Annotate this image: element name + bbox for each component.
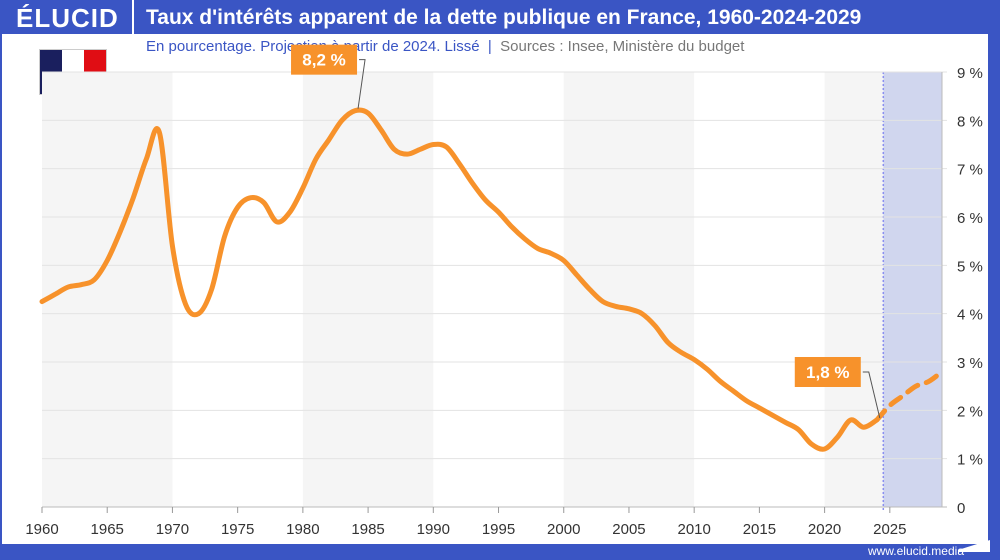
sources: Sources : Insee, Ministère du budget [500,38,745,55]
y-tick-label: 4 % [957,307,983,324]
x-tick-label: 1980 [286,521,319,538]
annotation-box [794,357,861,387]
x-tick-label: 2020 [808,521,841,538]
y-tick-label: 1 % [957,452,983,469]
x-tick-label: 2005 [612,521,645,538]
y-tick-label: 3 % [957,355,983,372]
decade-band [302,72,434,507]
x-tick-label: 1970 [156,521,189,538]
chart-title: Taux d'intérêts apparent de la dette pub… [146,6,862,29]
y-tick-label: 9 % [957,65,983,82]
annotation-label: 8,2 % [302,51,345,70]
x-tick-label: 2015 [743,521,776,538]
x-tick-label: 2025 [873,521,906,538]
x-tick-label: 1975 [221,521,254,538]
x-tick-label: 2010 [677,521,710,538]
y-tick-label: 0 [957,500,965,517]
projection-band [883,72,942,507]
annotation-box [291,44,358,75]
x-tick-label: 1960 [25,521,58,538]
annotation-leader [357,59,366,109]
projection-line [874,369,945,423]
y-tick-label: 8 % [957,113,983,130]
divider [132,0,134,34]
x-tick-label: 1995 [482,521,515,538]
header: ÉLUCID Taux d'intérêts apparent de la de… [0,0,1000,36]
x-tick-label: 1965 [91,521,124,538]
y-tick-label: 6 % [957,210,983,227]
y-tick-label: 7 % [957,162,983,179]
y-tick-label: 5 % [957,258,983,275]
logo: ÉLUCID [16,3,119,33]
x-tick-label: 1985 [351,521,384,538]
x-tick-label: 1990 [417,521,450,538]
x-tick-label: 2000 [547,521,580,538]
y-tick-label: 2 % [957,403,983,420]
annotation-label: 1,8 % [806,363,849,382]
data-line [39,107,880,452]
footer-url: www.elucid.media [867,544,964,558]
decade-band [824,72,884,507]
annotation-leader [862,371,881,419]
decade-band [563,72,695,507]
